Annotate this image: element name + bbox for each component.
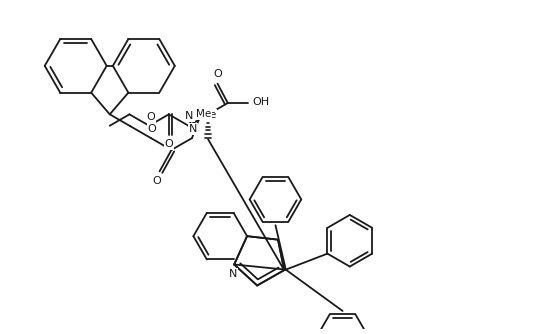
Text: O: O [147, 124, 156, 134]
Text: O: O [213, 69, 222, 79]
Text: N: N [185, 112, 194, 122]
Text: O: O [147, 113, 156, 123]
Text: OH: OH [252, 97, 269, 107]
Text: O: O [165, 139, 173, 149]
Text: Me: Me [196, 109, 211, 119]
Text: N: N [229, 269, 237, 279]
Text: Me: Me [201, 110, 216, 120]
Text: N: N [189, 124, 197, 134]
Text: O: O [152, 176, 161, 186]
